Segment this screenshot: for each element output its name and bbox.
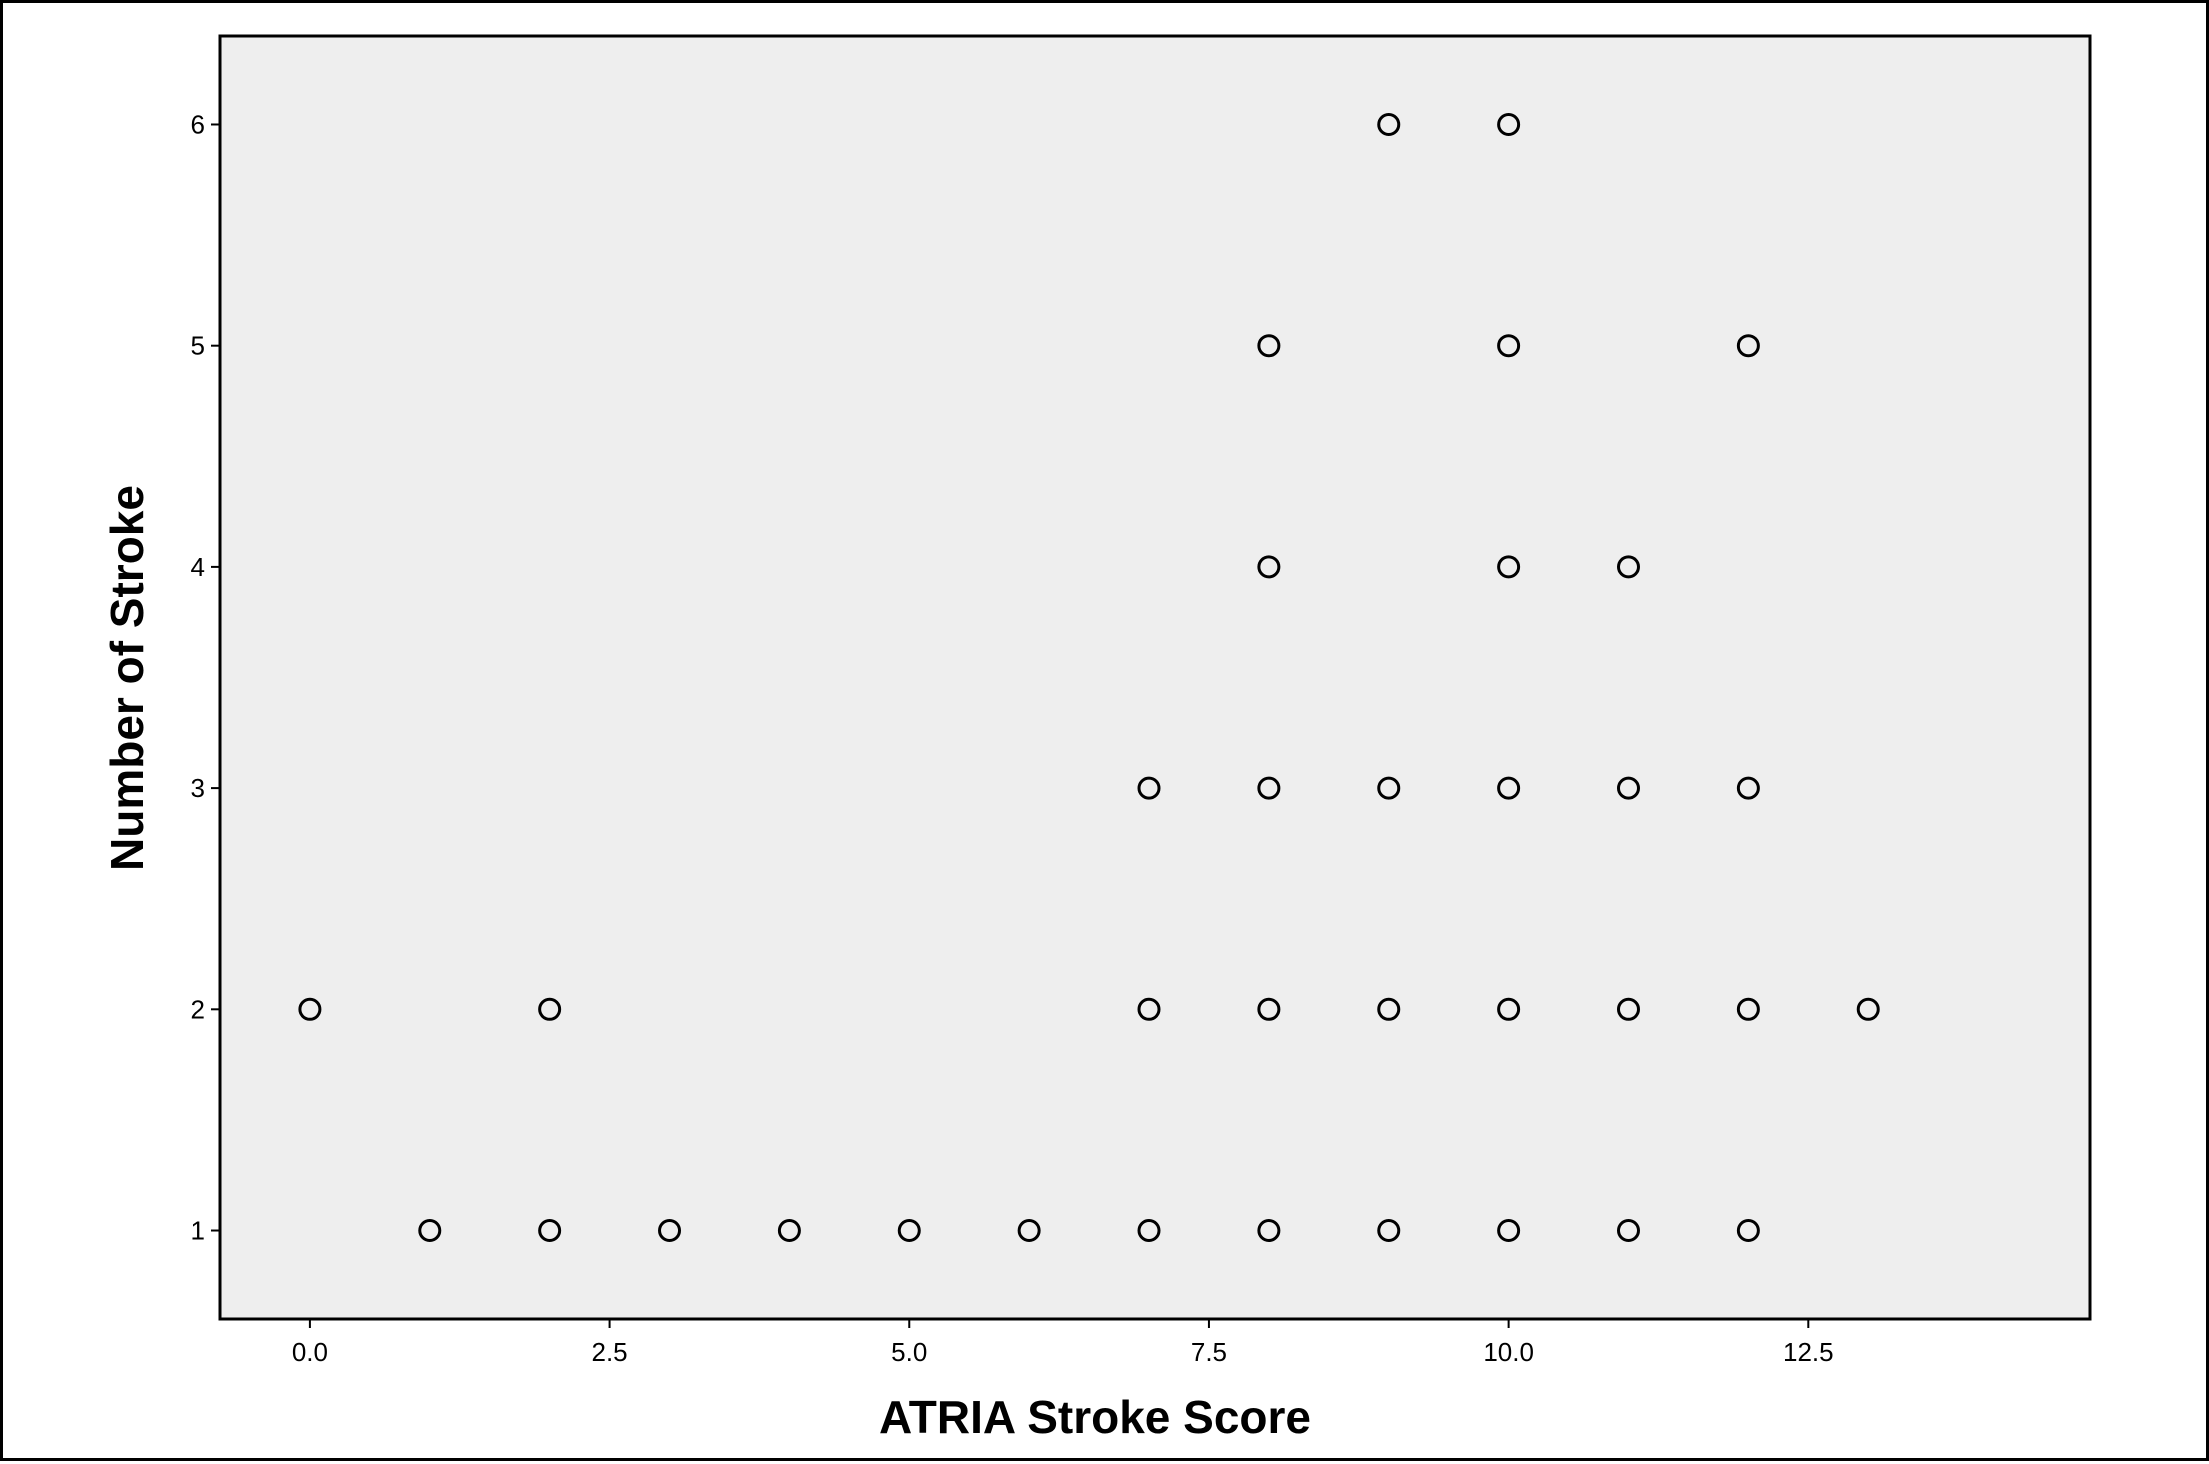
data-point bbox=[1856, 997, 1880, 1021]
data-point bbox=[1257, 776, 1281, 800]
y-tick-label: 4 bbox=[191, 552, 205, 582]
x-tick-label: 2.5 bbox=[592, 1337, 628, 1367]
x-tick-label: 10.0 bbox=[1483, 1337, 1534, 1367]
data-point bbox=[538, 997, 562, 1021]
data-point bbox=[1497, 334, 1521, 358]
y-tick-label: 5 bbox=[191, 331, 205, 361]
y-tick-label: 3 bbox=[191, 773, 205, 803]
y-tick-label: 6 bbox=[191, 109, 205, 139]
x-axis-title: ATRIA Stroke Score bbox=[879, 1391, 1311, 1443]
y-tick-label: 1 bbox=[191, 1216, 205, 1246]
data-point bbox=[1377, 112, 1401, 136]
data-point bbox=[777, 1219, 801, 1243]
data-point bbox=[1257, 1219, 1281, 1243]
data-point bbox=[1377, 997, 1401, 1021]
data-point bbox=[1257, 334, 1281, 358]
data-point bbox=[1137, 1219, 1161, 1243]
data-point bbox=[1377, 1219, 1401, 1243]
data-point bbox=[1017, 1219, 1041, 1243]
x-tick-label: 0.0 bbox=[292, 1337, 328, 1367]
data-point bbox=[1497, 997, 1521, 1021]
data-point bbox=[1377, 776, 1401, 800]
data-point bbox=[658, 1219, 682, 1243]
data-point bbox=[538, 1219, 562, 1243]
x-tick-label: 5.0 bbox=[891, 1337, 927, 1367]
data-point bbox=[1616, 555, 1640, 579]
y-tick-label: 2 bbox=[191, 994, 205, 1024]
x-tick-label: 7.5 bbox=[1191, 1337, 1227, 1367]
data-point bbox=[1616, 997, 1640, 1021]
x-tick-label: 12.5 bbox=[1783, 1337, 1834, 1367]
y-axis-ticks: 1 2 3 4 5 6 bbox=[191, 109, 220, 1246]
data-point bbox=[418, 1219, 442, 1243]
plot-area bbox=[218, 34, 2092, 1321]
data-point bbox=[1736, 1219, 1760, 1243]
data-point bbox=[1616, 1219, 1640, 1243]
data-point bbox=[1616, 776, 1640, 800]
data-point bbox=[1736, 997, 1760, 1021]
data-point bbox=[1736, 776, 1760, 800]
data-point bbox=[1736, 334, 1760, 358]
scatter-chart: 1 2 3 4 5 6 0.0 2.5 5.0 7.5 10.0 12.5 ATRIA Stroke… bbox=[101, 34, 2092, 1443]
data-point bbox=[1257, 997, 1281, 1021]
data-point bbox=[1497, 1219, 1521, 1243]
data-point bbox=[1137, 776, 1161, 800]
y-axis-title: Number of Stroke bbox=[101, 485, 153, 871]
data-point bbox=[1137, 997, 1161, 1021]
data-point bbox=[897, 1219, 921, 1243]
x-axis-ticks: 0.0 2.5 5.0 7.5 10.0 12.5 bbox=[292, 1319, 1834, 1367]
data-point bbox=[1497, 112, 1521, 136]
data-point bbox=[1497, 776, 1521, 800]
data-point bbox=[1497, 555, 1521, 579]
data-point bbox=[298, 997, 322, 1021]
data-points bbox=[298, 112, 1880, 1243]
data-point bbox=[1257, 555, 1281, 579]
